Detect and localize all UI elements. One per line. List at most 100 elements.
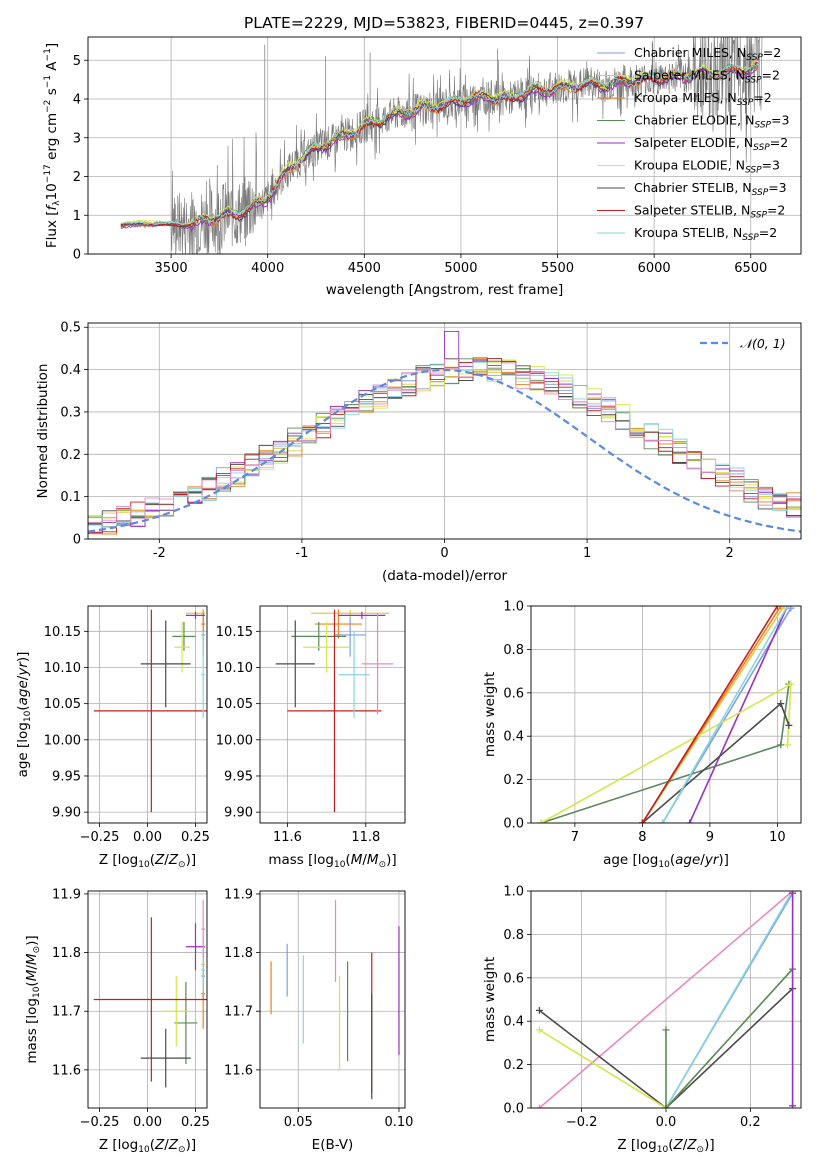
residuals-hist-line bbox=[88, 360, 801, 519]
mw_vs_age-xlabel: age [log10(age/yr)] bbox=[603, 852, 729, 870]
mw_vs_age-series bbox=[537, 606, 795, 823]
mw_vs_age-marker bbox=[638, 819, 646, 823]
mw_vs_Z-line bbox=[538, 988, 794, 1108]
residuals-ytick-label: 0 bbox=[73, 533, 81, 548]
mass_vs_Z-ytick-label: 11.7 bbox=[52, 1005, 81, 1020]
mw_vs_Z-marker bbox=[789, 1102, 797, 1108]
mw_vs_age-marker bbox=[784, 606, 791, 610]
figure-title: PLATE=2229, MJD=53823, FIBERID=0445, z=0… bbox=[244, 14, 644, 32]
mw_vs_Z-series bbox=[535, 891, 797, 1108]
mw_vs_Z-ytick-label: 0.0 bbox=[503, 1102, 524, 1117]
mw_vs_age-line bbox=[661, 606, 789, 823]
mw_vs_age-marker bbox=[787, 680, 795, 688]
legend-label: Chabrier STELIB, NSSP=3 bbox=[634, 180, 787, 198]
spectrum-xlabel: wavelength [Angstrom, rest frame] bbox=[326, 282, 564, 298]
residuals-frame bbox=[87, 322, 802, 540]
mw_vs_age-ytick-label: 0.8 bbox=[503, 643, 524, 658]
age_vs_Z-ytick-label: 10.00 bbox=[44, 733, 81, 748]
mass_vs_Z-axes bbox=[84, 891, 207, 1112]
mw_vs_Z-xlabel: Z [log10(Z/Z⊙)] bbox=[617, 1137, 714, 1155]
residuals-ytick-label: 0.5 bbox=[60, 321, 81, 336]
mass_vs_Z-ytick-label: 11.8 bbox=[52, 946, 81, 961]
mw_vs_Z-ytick-label: 0.8 bbox=[503, 928, 524, 943]
mass_vs_ebv-series bbox=[270, 899, 400, 1100]
mass_vs_Z-xtick-label: 0.00 bbox=[133, 1115, 162, 1130]
mass_vs_ebv-axes bbox=[256, 891, 405, 1112]
mw_vs_Z-marker bbox=[662, 1104, 670, 1108]
mw_vs_age-marker bbox=[777, 606, 785, 610]
spectrum-ytick-label: 1 bbox=[73, 209, 81, 224]
mass_vs_ebv-xtick-label: 0.05 bbox=[284, 1115, 313, 1130]
residuals-ylabel: Normed distribution bbox=[35, 364, 51, 499]
residuals-ytick-label: 0.4 bbox=[60, 363, 81, 378]
mw_vs_age-ytick-label: 0.2 bbox=[503, 773, 524, 788]
mw_vs_Z-xtick-label: 0.2 bbox=[740, 1115, 761, 1130]
mw_vs_age-marker bbox=[777, 700, 785, 708]
mw_vs_Z-frame bbox=[530, 890, 802, 1109]
age_vs_Z-ytick-label: 9.95 bbox=[52, 769, 81, 784]
mw_vs_age-xtick-label: 9 bbox=[706, 830, 714, 845]
residuals-hist-line bbox=[88, 358, 801, 523]
age_vs_Z-ytick-label: 10.15 bbox=[44, 625, 81, 640]
spectrum-xtick-label: 3500 bbox=[155, 261, 188, 276]
residuals-xlabel: (data-model)/error bbox=[382, 568, 508, 584]
residuals-axes bbox=[84, 323, 801, 543]
legend-label: Kroupa ELODIE, NSSP=3 bbox=[634, 158, 780, 176]
spectrum-model-line bbox=[120, 62, 759, 226]
mw_vs_age-ytick-label: 0.4 bbox=[503, 730, 524, 745]
spectrum-frame bbox=[87, 36, 802, 255]
mw_vs_age-ytick-label: 0.6 bbox=[503, 686, 524, 701]
mass_vs_Z-ylabel: mass [log10(M/M⊙)] bbox=[24, 935, 42, 1063]
mw_vs_age-marker bbox=[777, 741, 785, 749]
spectrum-model-line bbox=[120, 61, 759, 227]
mw_vs_Z-xtick-label: −0.2 bbox=[566, 1115, 598, 1130]
mw_vs_Z-line bbox=[665, 891, 794, 1108]
mass_vs_Z-xtick-label: −0.25 bbox=[80, 1115, 120, 1130]
age_vs_Z-xtick-label: 0.25 bbox=[181, 830, 210, 845]
age_vs_mass-ytick-label: 10.00 bbox=[216, 733, 253, 748]
age_vs_mass-ytick-label: 10.05 bbox=[216, 697, 253, 712]
mass_vs_Z-ytick-label: 11.6 bbox=[52, 1063, 81, 1078]
residuals-ytick-label: 0.2 bbox=[60, 448, 81, 463]
age_vs_Z-ytick-label: 9.90 bbox=[52, 806, 81, 821]
age_vs_mass-frame bbox=[259, 605, 406, 824]
mw_vs_age-marker bbox=[773, 606, 781, 610]
spectrum-ylabel: Flux [fλ10−17 erg cm−2 s−1 A−1] bbox=[43, 43, 62, 248]
residuals-series bbox=[88, 331, 801, 535]
mw_vs_age-line bbox=[688, 606, 789, 823]
mass_vs_ebv-xtick-label: 0.10 bbox=[384, 1115, 413, 1130]
residuals-xtick-label: -2 bbox=[153, 546, 166, 561]
legend-label: Chabrier ELODIE, NSSP=3 bbox=[634, 113, 789, 131]
residuals-ytick-label: 0.1 bbox=[60, 490, 81, 505]
age_vs_mass-xtick-label: 11.8 bbox=[351, 830, 380, 845]
mw_vs_Z-marker bbox=[535, 1104, 543, 1108]
age_vs_Z-xlabel: Z [log10(Z/Z⊙)] bbox=[99, 852, 196, 870]
mw_vs_Z-ytick-label: 0.6 bbox=[503, 971, 524, 986]
age_vs_Z-ytick-label: 10.10 bbox=[44, 661, 81, 676]
mass_vs_ebv-frame bbox=[259, 890, 406, 1109]
mw_vs_age-ytick-label: 1.0 bbox=[503, 600, 524, 615]
legend-label: Chabrier MILES, NSSP=2 bbox=[634, 45, 781, 63]
age_vs_mass-ytick-label: 9.95 bbox=[224, 769, 253, 784]
mw_vs_age-marker bbox=[780, 606, 788, 610]
age_vs_Z-frame bbox=[87, 605, 208, 824]
spectrum-xtick-label: 5500 bbox=[541, 261, 574, 276]
legend-label: Salpeter STELIB, NSSP=2 bbox=[634, 203, 785, 221]
spectrum-xtick-label: 4000 bbox=[251, 261, 284, 276]
mw_vs_Z-marker bbox=[662, 1026, 670, 1034]
mw_vs_age-ytick-label: 0.0 bbox=[503, 817, 524, 832]
mass_vs_Z-series bbox=[93, 899, 207, 1088]
age_vs_Z-xtick-label: 0.00 bbox=[133, 830, 162, 845]
age_vs_Z-axes bbox=[84, 606, 207, 827]
mass_vs_ebv-ytick-label: 11.6 bbox=[224, 1063, 253, 1078]
mw_vs_Z-xtick-label: 0.0 bbox=[656, 1115, 677, 1130]
age_vs_Z-ylabel: age [log10(age/yr)] bbox=[15, 652, 33, 778]
spectrum-xtick-label: 5000 bbox=[444, 261, 477, 276]
mw_vs_Z-marker bbox=[535, 1026, 543, 1034]
spectrum-model-line bbox=[120, 66, 759, 233]
spectrum-ytick-label: 5 bbox=[73, 54, 81, 69]
mass_vs_ebv-xlabel: E(B-V) bbox=[312, 1137, 354, 1153]
mw_vs_age-marker bbox=[787, 606, 795, 612]
mass_vs_Z-xlabel: Z [log10(Z/Z⊙)] bbox=[99, 1137, 196, 1155]
mass_vs_Z-ytick-label: 11.9 bbox=[52, 887, 81, 902]
